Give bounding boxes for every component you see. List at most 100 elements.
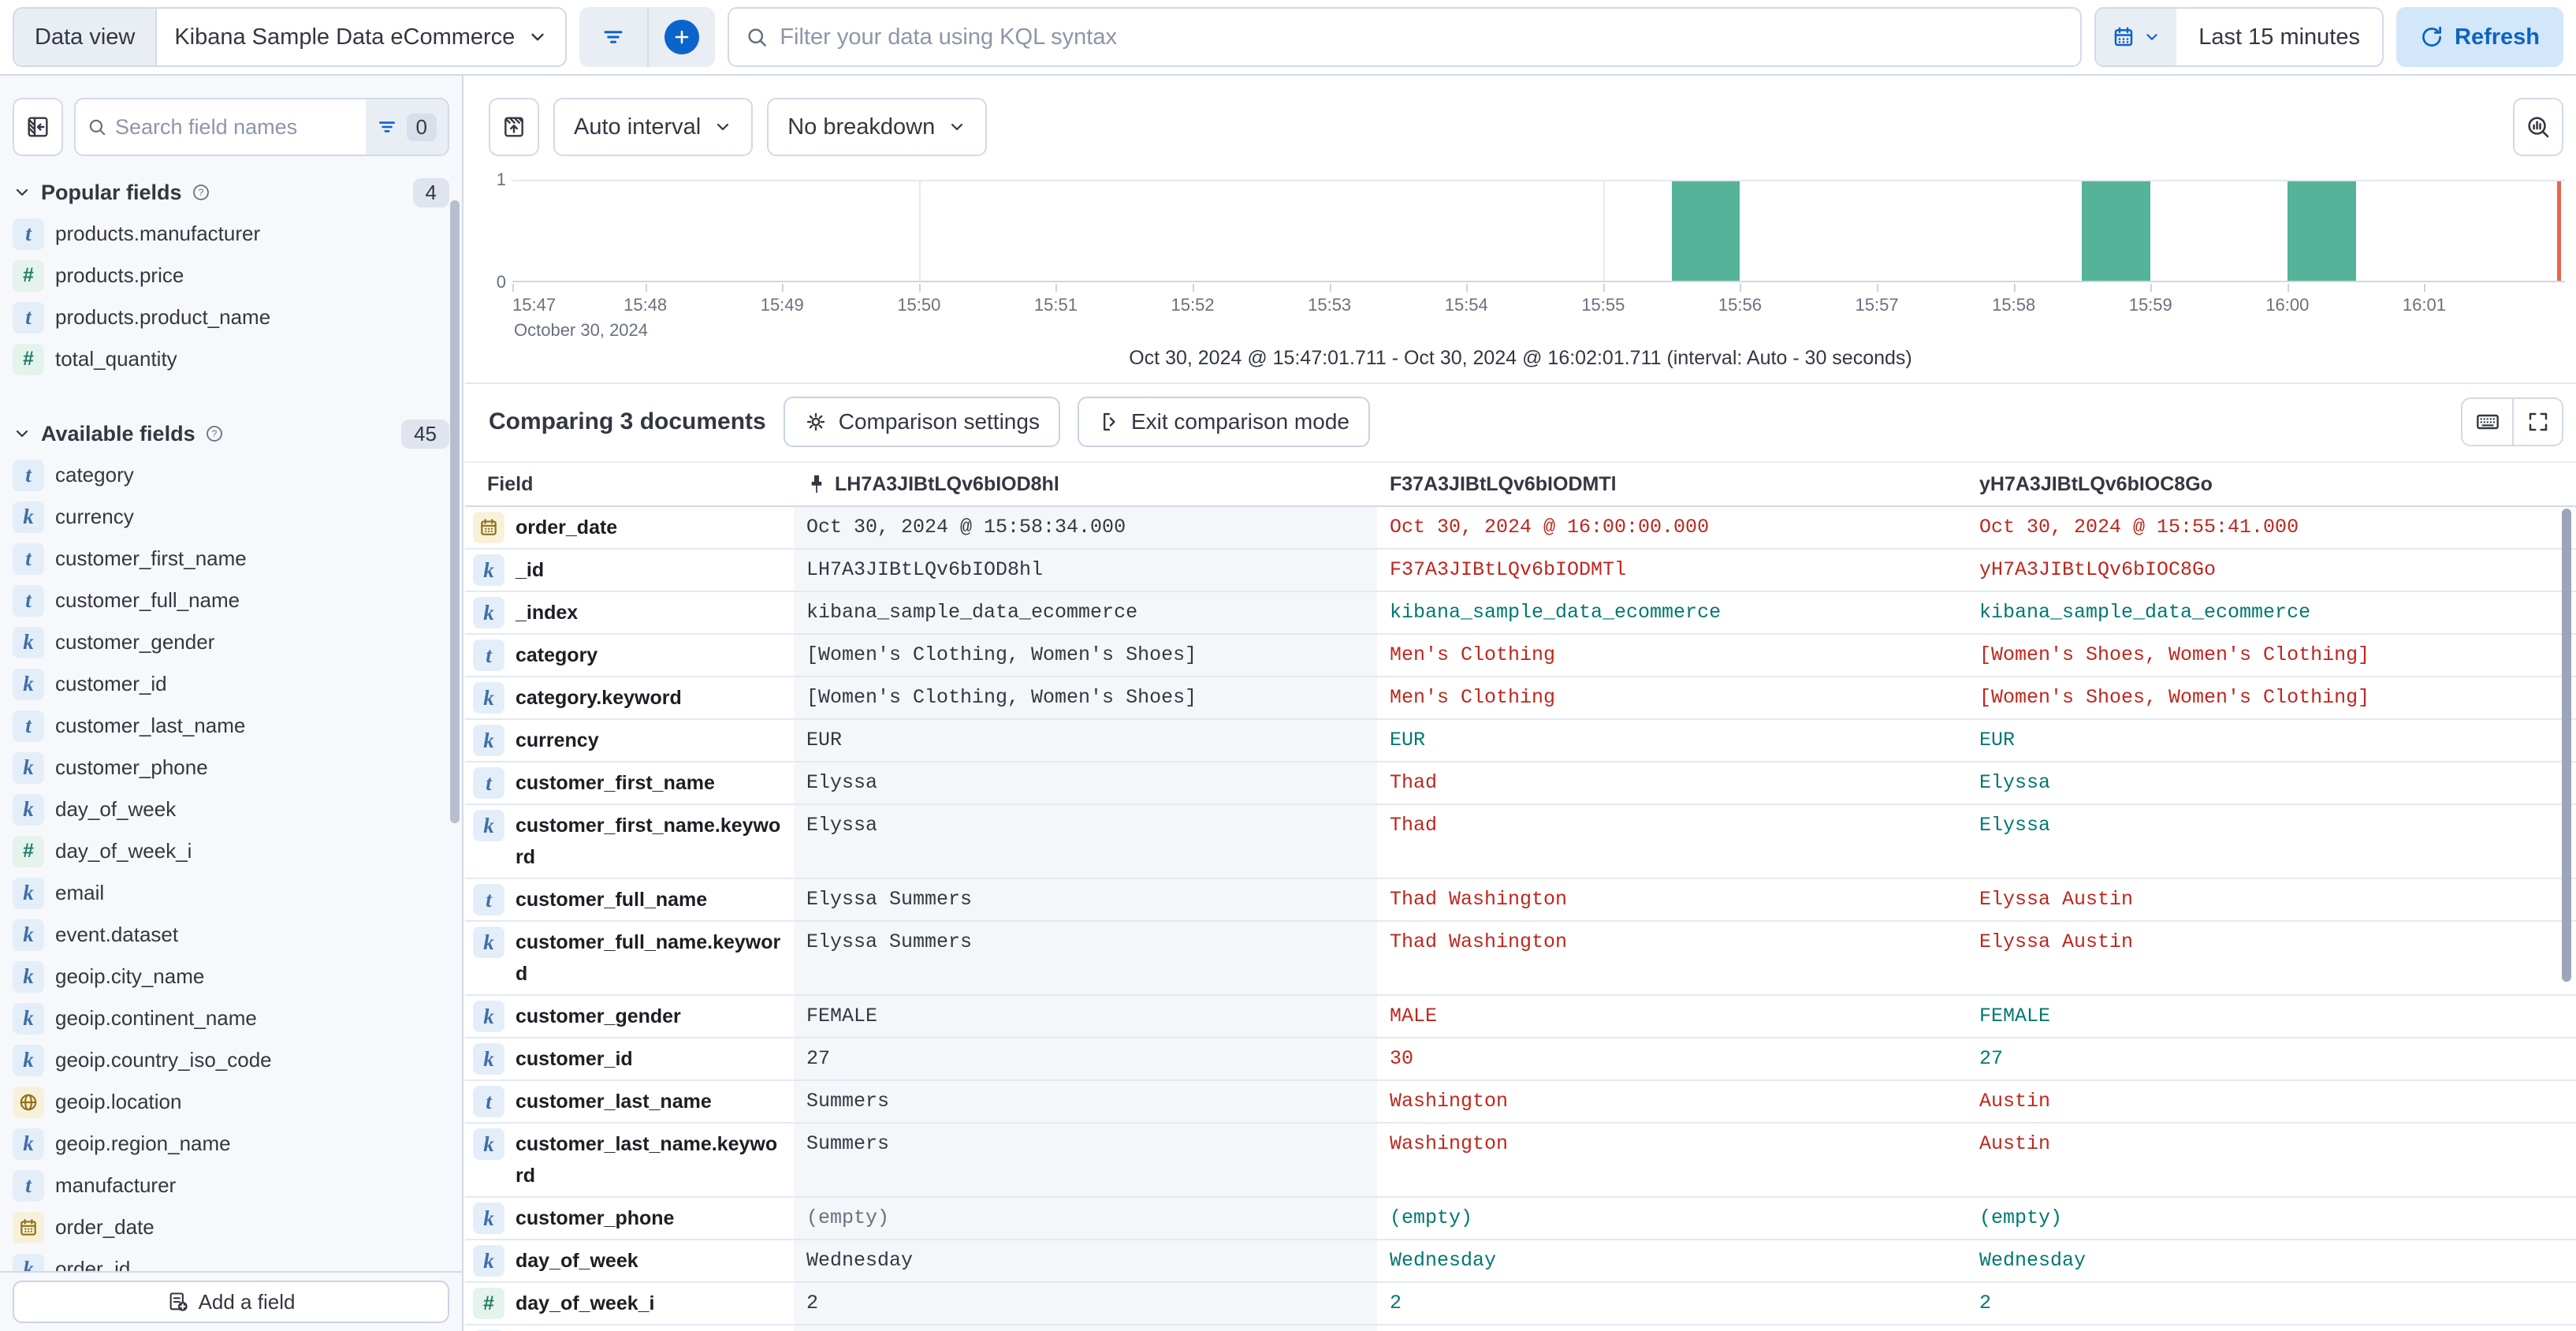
- doc-column-header[interactable]: yH7A3JIBtLQv6bIOC8Go: [1967, 463, 2556, 505]
- doc-value-cell: Thad Washington: [1390, 888, 1568, 911]
- edit-visualization-button[interactable]: [2513, 98, 2563, 156]
- x-axis-tick: [918, 284, 921, 292]
- field-name: customer_full_name.keyword: [516, 931, 781, 985]
- field-type-badge: [13, 218, 44, 250]
- filter-icon: [604, 31, 623, 43]
- x-axis-tick: [2287, 284, 2289, 292]
- sidebar-field-item[interactable]: geoip.location: [0, 1081, 462, 1123]
- doc-value-cell: Elyssa Austin: [1979, 888, 2134, 911]
- sidebar-field-item[interactable]: products.manufacturer: [0, 213, 462, 255]
- field-name: products.product_name: [55, 305, 271, 329]
- doc-value-cell: Men's Clothing: [1390, 643, 1556, 666]
- add-field-button[interactable]: Add a field: [13, 1281, 449, 1323]
- pinned-doc-column-header[interactable]: LH7A3JIBtLQv6bIOD8hl: [794, 463, 1377, 505]
- sidebar-field-item[interactable]: customer_phone: [0, 747, 462, 789]
- kql-search-bar[interactable]: [728, 7, 2083, 67]
- field-filter-button[interactable]: 0: [365, 99, 448, 155]
- time-range-value[interactable]: Last 15 minutes: [2198, 24, 2360, 50]
- field-name: event.dataset: [55, 923, 179, 946]
- available-fields-header[interactable]: Available fields ? 45: [0, 418, 462, 449]
- keyboard-shortcuts-button[interactable]: [2462, 399, 2512, 445]
- sidebar-field-item[interactable]: event.dataset: [0, 914, 462, 956]
- comparison-table-row: customer_full_name.keyword Elyssa Summer…: [465, 922, 2576, 996]
- field-search[interactable]: [76, 99, 366, 155]
- field-type-badge: [13, 1211, 44, 1243]
- sidebar-field-item[interactable]: geoip.city_name: [0, 956, 462, 997]
- collapse-sidebar-button[interactable]: [13, 98, 63, 156]
- data-view-select[interactable]: Kibana Sample Data eCommerce: [157, 9, 565, 65]
- sidebar-field-item[interactable]: manufacturer: [0, 1165, 462, 1206]
- lens-chart-icon: [2528, 117, 2549, 138]
- sidebar-field-item[interactable]: category: [0, 454, 462, 496]
- histogram-toolbar: Auto interval No breakdown: [465, 76, 2576, 156]
- field-name: geoip.country_iso_code: [55, 1048, 272, 1072]
- comparison-table-row: currency EUR EUR EUR: [465, 720, 2576, 762]
- date-picker-button[interactable]: [2096, 9, 2177, 65]
- sidebar-field-item[interactable]: day_of_week: [0, 789, 462, 830]
- doc-value-cell: Oct 30, 2024 @ 16:00:00.000: [1390, 516, 1710, 539]
- available-fields-title: Available fields: [41, 421, 195, 446]
- histogram-bar[interactable]: [1671, 181, 1740, 281]
- sidebar-field-item[interactable]: geoip.region_name: [0, 1123, 462, 1165]
- breakdown-dropdown[interactable]: No breakdown: [767, 98, 988, 156]
- sidebar-field-item[interactable]: products.price: [0, 255, 462, 296]
- field-type-badge: [473, 639, 504, 671]
- add-control-button[interactable]: [647, 7, 715, 67]
- sidebar-field-item[interactable]: customer_id: [0, 663, 462, 705]
- doc-value-cell: EUR: [794, 720, 1377, 761]
- doc-value-cell: Summers: [794, 1124, 1377, 1196]
- field-name: _index: [516, 602, 579, 624]
- sidebar-field-item[interactable]: products.product_name: [0, 296, 462, 338]
- exit-comparison-button[interactable]: Exit comparison mode: [1077, 397, 1370, 447]
- sidebar-field-item[interactable]: geoip.continent_name: [0, 997, 462, 1039]
- sidebar-field-item[interactable]: customer_last_name: [0, 705, 462, 747]
- interval-dropdown[interactable]: Auto interval: [553, 98, 754, 156]
- field-name: total_quantity: [55, 347, 177, 371]
- field-type-badge: [13, 1169, 44, 1202]
- doc-value-cell: Thad: [1390, 814, 1438, 837]
- add-filter-icon-button[interactable]: [579, 7, 647, 67]
- sidebar-field-item[interactable]: total_quantity: [0, 338, 462, 380]
- field-type-badge: [13, 259, 44, 292]
- sidebar-field-item[interactable]: geoip.country_iso_code: [0, 1039, 462, 1081]
- table-scrollbar[interactable]: [2562, 509, 2571, 982]
- x-axis-tick-label: 15:52: [1171, 295, 1215, 315]
- data-view-picker[interactable]: Data view Kibana Sample Data eCommerce: [13, 7, 568, 67]
- x-axis-tick-label: 15:51: [1033, 295, 1078, 315]
- sidebar-scrollbar[interactable]: [450, 200, 460, 823]
- sidebar-field-item[interactable]: day_of_week_i: [0, 830, 462, 872]
- comparison-settings-button[interactable]: Comparison settings: [783, 397, 1060, 447]
- field-name: customer_gender: [516, 1005, 681, 1027]
- histogram-bar[interactable]: [2287, 181, 2356, 281]
- sidebar-field-item[interactable]: currency: [0, 496, 462, 538]
- gridline: [1603, 181, 1605, 281]
- doc-value-cell: FEMALE: [1979, 1005, 2051, 1027]
- comparison-table-row: customer_gender FEMALE MALE FEMALE: [465, 996, 2576, 1038]
- field-search-input[interactable]: [115, 114, 355, 140]
- svg-text:?: ?: [198, 187, 203, 198]
- question-circle-icon: ?: [192, 185, 209, 200]
- popular-fields-header[interactable]: Popular fields ? 4: [0, 177, 462, 208]
- field-cell: day_of_week_i: [465, 1283, 794, 1324]
- refresh-button[interactable]: Refresh: [2396, 7, 2563, 67]
- field-type-badge: [473, 1086, 504, 1117]
- refresh-label: Refresh: [2455, 24, 2540, 50]
- field-name: customer_first_name: [55, 546, 247, 570]
- sidebar-field-item[interactable]: email: [0, 872, 462, 914]
- histogram-bar[interactable]: [2082, 181, 2151, 281]
- filter-controls: [579, 7, 716, 67]
- doc-value-cell: F37A3JIBtLQv6bIODMTl: [1390, 558, 1627, 581]
- x-axis-tick-label: 15:49: [760, 295, 804, 315]
- sidebar-field-item[interactable]: customer_first_name: [0, 538, 462, 580]
- doc-column-header[interactable]: F37A3JIBtLQv6bIODMTl: [1377, 463, 1967, 505]
- sidebar-field-item[interactable]: order_date: [0, 1206, 462, 1248]
- doc-value-cell: Wednesday: [1390, 1249, 1497, 1272]
- x-axis-tick: [2150, 284, 2153, 292]
- sidebar-field-item[interactable]: customer_full_name: [0, 580, 462, 621]
- fullscreen-button[interactable]: [2512, 399, 2562, 445]
- field-name: customer_last_name: [516, 1091, 712, 1113]
- hide-chart-button[interactable]: [489, 98, 539, 156]
- kql-search-input[interactable]: [780, 24, 2065, 50]
- field-name: geoip.city_name: [55, 964, 205, 988]
- sidebar-field-item[interactable]: customer_gender: [0, 621, 462, 663]
